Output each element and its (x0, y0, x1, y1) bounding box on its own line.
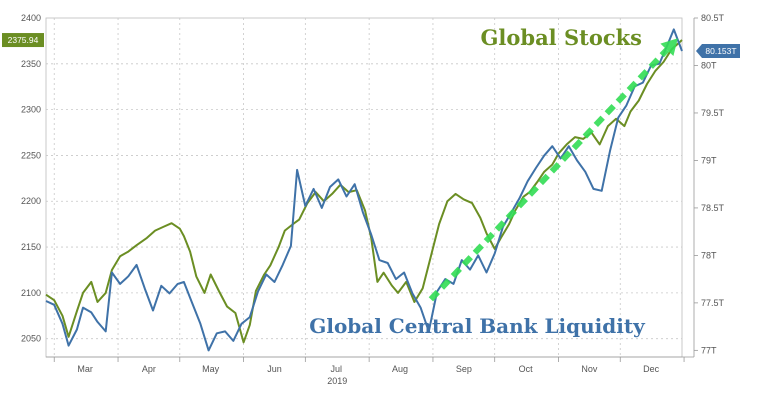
left-axis: 2050 2100 2150 2200 2250 2300 2350 2400 (21, 13, 41, 344)
grid-lines (45, 17, 683, 358)
last-value-label-left: 2375.94 (8, 35, 39, 45)
x-tick-label: Apr (142, 364, 156, 374)
series-lines (45, 28, 683, 352)
y-right-tick-label: 80T (701, 60, 717, 70)
y-left-tick-label: 2200 (21, 196, 41, 206)
x-tick-label: Oct (519, 364, 534, 374)
y-left-tick-label: 2050 (21, 334, 41, 344)
x-tick-label: Aug (392, 364, 408, 374)
y-right-tick-label: 78.5T (701, 203, 725, 213)
x-tick-label: Sep (456, 364, 472, 374)
trend-arrow-head (660, 38, 678, 56)
y-right-tick-label: 77.5T (701, 298, 725, 308)
series-line-global-stocks (45, 39, 683, 344)
trend-arrow-shaft (428, 47, 670, 302)
x-tick-label: Jun (267, 364, 282, 374)
x-tick-label: May (202, 364, 220, 374)
y-right-tick-label: 79T (701, 155, 717, 165)
annotation-central-bank-liquidity: Global Central Bank Liquidity (309, 314, 646, 338)
y-left-tick-label: 2250 (21, 150, 41, 160)
y-right-tick-label: 78T (701, 250, 717, 260)
y-right-tick-label: 77T (701, 345, 717, 355)
annotations: Global Stocks Global Central Bank Liquidi… (309, 25, 646, 338)
y-left-tick-label: 2300 (21, 105, 41, 115)
y-left-tick-label: 2150 (21, 242, 41, 252)
y-left-tick-label: 2400 (21, 13, 41, 23)
plot-frame (45, 17, 683, 358)
annotation-global-stocks: Global Stocks (480, 25, 642, 50)
last-value-tag-right (696, 43, 740, 58)
right-axis: 77T 77.5T 78T 78.5T 79T 79.5T 80T 80.5T (693, 13, 725, 357)
last-value-tags: 2375.94 80.153T (2, 33, 740, 58)
y-right-tick-label: 80.5T (701, 13, 725, 23)
x-tick-label: Nov (581, 364, 598, 374)
last-value-tag-left (2, 33, 44, 48)
x-tick-label: Jul (330, 364, 342, 374)
y-right-tick-label: 79.5T (701, 108, 725, 118)
x-axis: Mar Apr May Jun Jul Aug Sep Oct Nov Dec 2019 (46, 356, 694, 386)
series-line-global-central-bank-liquidity (45, 28, 683, 352)
last-value-label-right: 80.153T (705, 46, 736, 56)
y-left-tick-label: 2100 (21, 288, 41, 298)
x-tick-label: Mar (77, 364, 93, 374)
y-left-tick-label: 2350 (21, 59, 41, 69)
trend-arrow (428, 38, 678, 302)
x-tick-label: Dec (643, 364, 660, 374)
x-axis-year-label: 2019 (327, 376, 347, 386)
